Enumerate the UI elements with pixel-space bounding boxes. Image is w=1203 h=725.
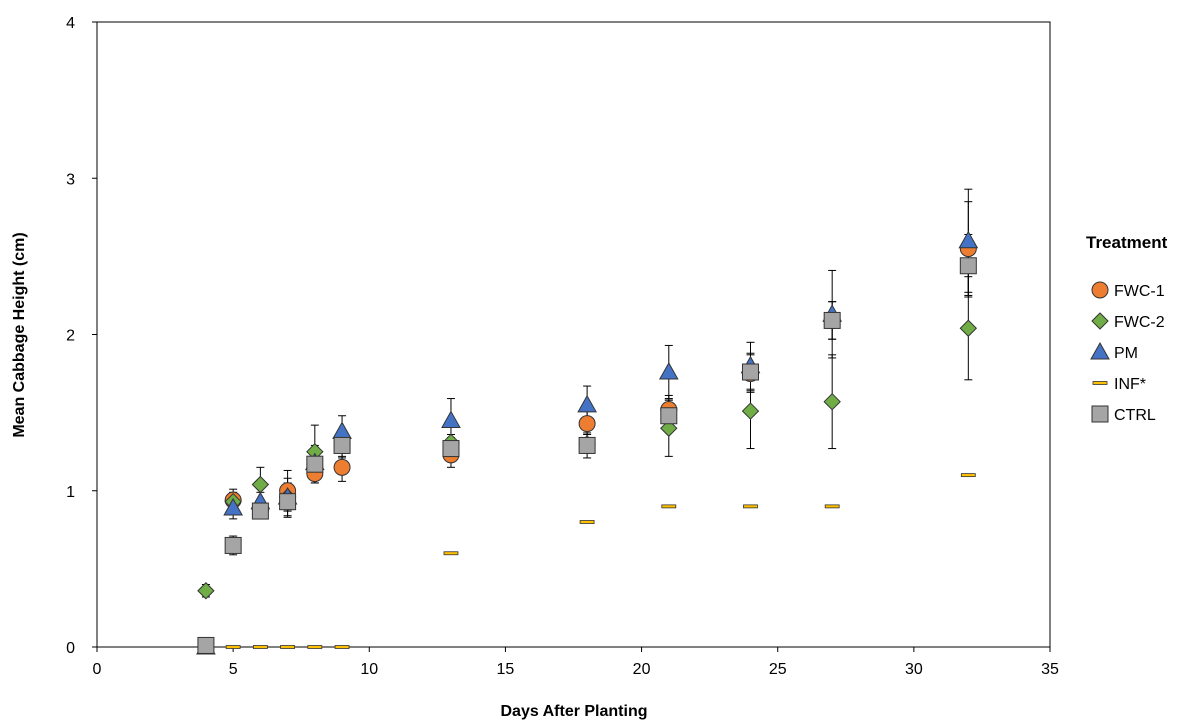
axes: 0 5 10 15 20 25 30 35 0 1 2 3 4 <box>66 15 1059 678</box>
data-point-inf <box>225 645 241 649</box>
y-tick-label: 2 <box>66 328 75 345</box>
x-tick-label: 5 <box>229 661 238 678</box>
legend-title: Treatment <box>1086 233 1168 252</box>
data-point-ctrl <box>741 363 759 381</box>
data-point-pm <box>577 394 597 413</box>
data-point-fwc-2 <box>959 319 978 337</box>
data-point-inf <box>960 473 976 478</box>
data-point-ctrl <box>959 257 977 275</box>
y-tick-label: 3 <box>66 171 75 188</box>
data-point-inf <box>743 504 758 509</box>
y-tick-label: 0 <box>66 640 75 657</box>
data-point-fwc-2 <box>823 392 841 411</box>
y-tick-label: 4 <box>66 15 75 32</box>
data-point-ctrl <box>823 311 841 329</box>
legend-marker-pm <box>1090 341 1110 360</box>
data-point-inf <box>252 645 268 649</box>
data-point-fwc-1 <box>578 415 596 433</box>
data-point-ctrl <box>306 455 324 473</box>
data-point-inf <box>579 520 595 524</box>
data-point-fwc-2 <box>741 402 760 420</box>
data-point-pm <box>441 410 461 428</box>
data-point-inf <box>334 645 350 649</box>
x-tick-label: 30 <box>905 661 923 678</box>
legend-marker-fwc-1 <box>1091 281 1109 299</box>
legend-label-fwc-1: FWC-1 <box>1114 283 1165 300</box>
data-point-inf <box>280 645 296 649</box>
legend-marker-inf <box>1092 381 1108 385</box>
data-markers <box>196 230 979 655</box>
data-point-fwc-2 <box>197 582 215 600</box>
x-axis-title: Days After Planting <box>501 703 648 720</box>
x-tick-label: 35 <box>1041 661 1059 678</box>
data-point-ctrl <box>224 536 242 554</box>
data-point-inf <box>307 645 323 649</box>
legend-marker-fwc-2 <box>1091 312 1109 330</box>
data-point-ctrl <box>251 502 269 520</box>
data-point-inf <box>824 504 840 509</box>
data-point-ctrl <box>279 493 297 511</box>
x-tick-label: 25 <box>769 661 787 678</box>
x-tick-label: 20 <box>633 661 651 678</box>
x-tick-label: 10 <box>360 661 378 678</box>
data-point-inf <box>661 504 677 509</box>
data-point-ctrl <box>660 407 678 425</box>
data-point-ctrl <box>442 440 460 458</box>
legend-label-fwc-2: FWC-2 <box>1114 314 1165 331</box>
data-point-ctrl <box>333 436 351 454</box>
legend-marker-ctrl <box>1091 405 1109 423</box>
y-axis-title: Mean Cabbage Height (cm) <box>11 232 28 437</box>
x-tick-label: 15 <box>497 661 515 678</box>
data-point-pm <box>223 497 243 516</box>
y-tick-label: 1 <box>66 484 75 501</box>
legend: Treatment FWC-1 FWC-2 PM INF* CTRL <box>1086 233 1168 424</box>
data-point-ctrl <box>578 436 596 454</box>
legend-label-pm: PM <box>1114 345 1138 362</box>
legend-label-inf: INF* <box>1114 376 1146 393</box>
data-point-fwc-1 <box>333 458 351 476</box>
data-point-pm <box>658 361 679 380</box>
data-point-inf <box>443 551 459 556</box>
x-tick-label: 0 <box>93 661 102 678</box>
data-point-ctrl <box>197 636 215 654</box>
data-point-pm <box>958 230 979 249</box>
legend-label-ctrl: CTRL <box>1114 407 1156 424</box>
